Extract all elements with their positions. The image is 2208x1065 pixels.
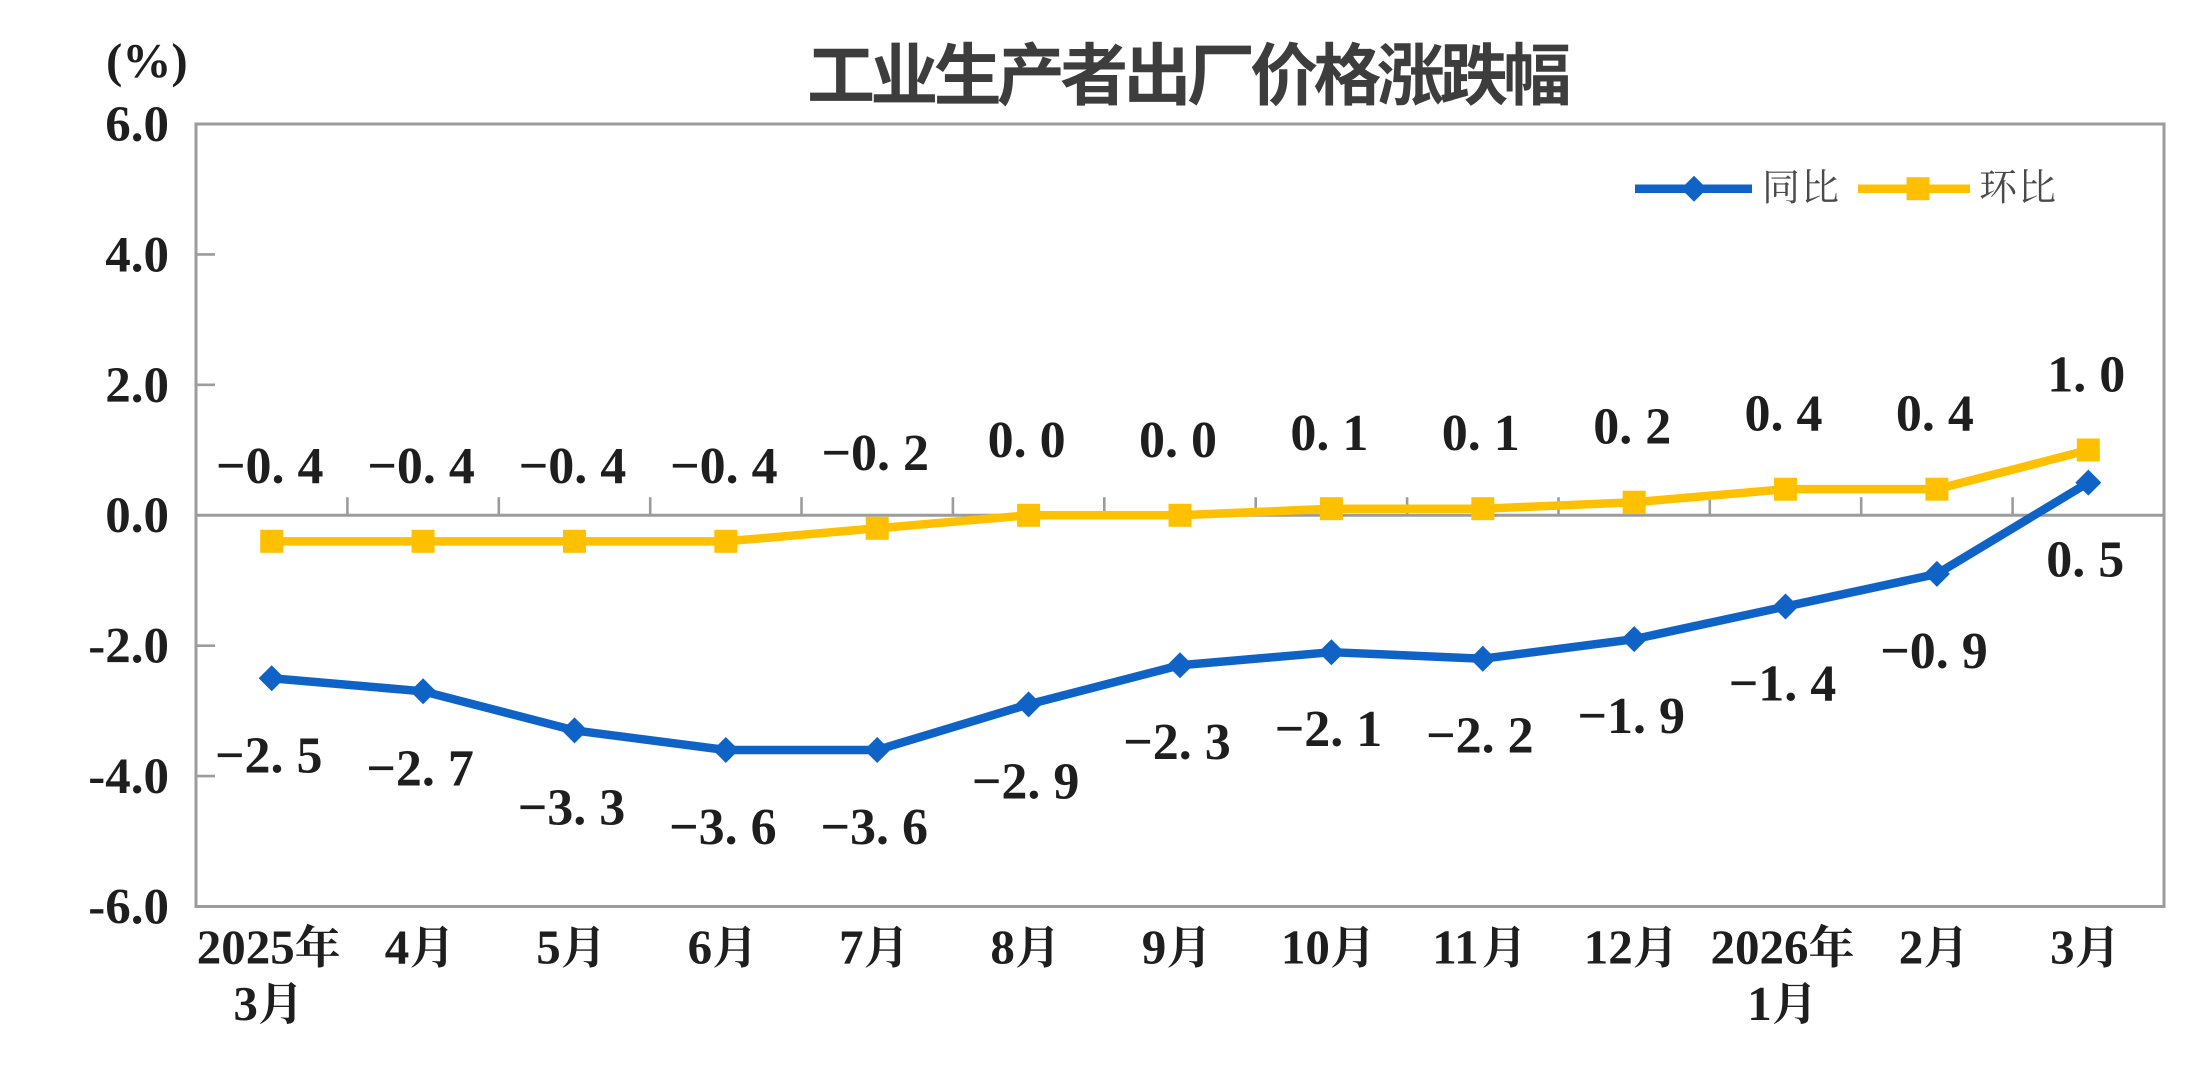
svg-text:−0. 4: −0. 4	[519, 438, 627, 495]
svg-text:2026: 2026	[1711, 920, 1809, 975]
svg-text:9: 9	[1142, 920, 1167, 975]
svg-text:0. 0: 0. 0	[1139, 412, 1217, 469]
svg-text:2.0: 2.0	[105, 358, 169, 414]
svg-text:0. 1: 0. 1	[1290, 405, 1368, 462]
svg-text:−2. 2: −2. 2	[1426, 708, 1534, 765]
svg-text:−1. 9: −1. 9	[1577, 688, 1685, 745]
svg-text:−2. 3: −2. 3	[1123, 714, 1231, 771]
svg-text:−0. 4: −0. 4	[670, 438, 778, 495]
svg-text:−2. 9: −2. 9	[972, 753, 1080, 810]
svg-text:−2. 7: −2. 7	[366, 740, 474, 797]
svg-text:−0. 4: −0. 4	[367, 438, 475, 495]
svg-text:12: 12	[1584, 920, 1633, 975]
svg-text:0. 1: 0. 1	[1442, 405, 1520, 462]
svg-text:0. 4: 0. 4	[1745, 386, 1823, 443]
svg-text:1: 1	[1747, 976, 1772, 1031]
svg-text:−0. 2: −0. 2	[821, 425, 929, 482]
svg-text:6: 6	[688, 920, 713, 975]
svg-text:0. 4: 0. 4	[1896, 386, 1974, 443]
svg-text:-4.0: -4.0	[88, 749, 169, 805]
svg-text:−0. 9: −0. 9	[1880, 623, 1988, 680]
svg-text:3: 3	[233, 976, 258, 1031]
svg-text:2025: 2025	[197, 920, 295, 975]
svg-text:−2. 1: −2. 1	[1275, 701, 1383, 758]
svg-text:−3. 6: −3. 6	[820, 799, 928, 856]
svg-text:−3. 3: −3. 3	[518, 779, 626, 836]
svg-text:0. 0: 0. 0	[988, 412, 1066, 469]
svg-text:0. 2: 0. 2	[1593, 399, 1671, 456]
svg-text:4: 4	[385, 920, 410, 975]
svg-text:-2.0: -2.0	[88, 619, 169, 675]
svg-text:4.0: 4.0	[105, 227, 169, 283]
svg-text:3: 3	[2050, 920, 2075, 975]
svg-text:1. 0: 1. 0	[2047, 347, 2125, 404]
svg-text:11: 11	[1432, 920, 1478, 975]
svg-text:-6.0: -6.0	[88, 880, 169, 936]
svg-text:5: 5	[536, 920, 561, 975]
svg-text:(%): (%)	[106, 33, 188, 88]
svg-text:2: 2	[1899, 920, 1924, 975]
svg-text:0. 5: 0. 5	[2046, 532, 2124, 589]
svg-text:−0. 4: −0. 4	[216, 438, 324, 495]
svg-text:−2. 5: −2. 5	[215, 727, 323, 784]
svg-text:7: 7	[839, 920, 864, 975]
svg-text:−1. 4: −1. 4	[1729, 656, 1837, 713]
svg-text:0.0: 0.0	[105, 488, 169, 544]
svg-text:8: 8	[990, 920, 1015, 975]
svg-text:10: 10	[1281, 920, 1330, 975]
svg-text:6.0: 6.0	[105, 97, 169, 153]
svg-text:−3. 6: −3. 6	[669, 799, 777, 856]
